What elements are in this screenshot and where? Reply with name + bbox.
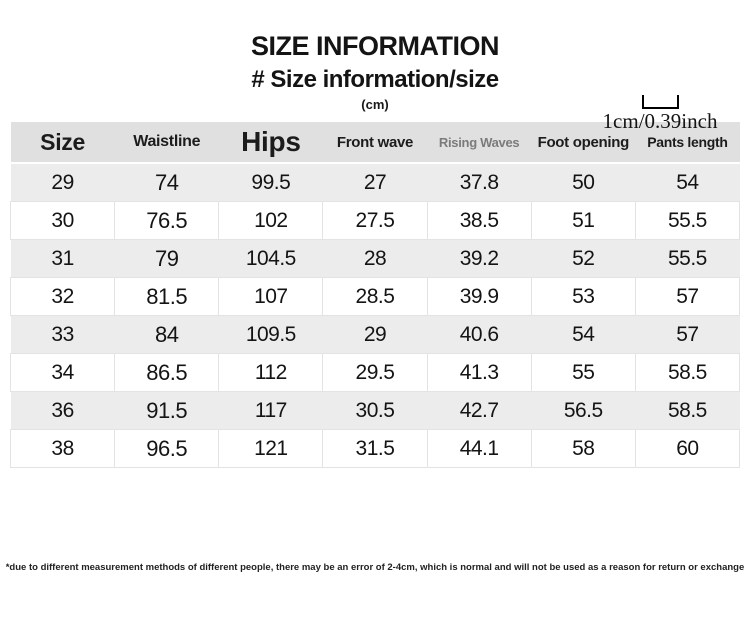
cell-foot-opening: 52	[531, 239, 636, 278]
table-row-36: 36 91.5 117 30.5 42.7 56.5 58.5	[10, 391, 740, 430]
cell-pants-length: 57	[635, 315, 740, 354]
cell-foot-opening: 58	[530, 429, 636, 468]
cell-waistline: 91.5	[114, 391, 219, 430]
cell-rising-waves: 44.1	[426, 429, 532, 468]
cell-front-wave: 29	[322, 315, 428, 354]
page-subtitle: # Size information/size	[251, 66, 499, 93]
scale-label: 1cm/0.39inch	[602, 109, 718, 133]
page-title: SIZE INFORMATION	[251, 31, 500, 61]
cell-waistline: 86.5	[114, 353, 220, 392]
size-table: Size Waistline Hips Front wave Rising Waves F…	[9, 122, 741, 468]
cell-waistline: 84	[114, 315, 219, 354]
table-row-33: 33 84 109.5 29 40.6 54 57	[10, 315, 740, 354]
cell-pants-length: 58.5	[635, 391, 740, 430]
cell-size: 36	[10, 391, 115, 430]
footnote: *due to different measurement methods of…	[5, 562, 745, 573]
cell-front-wave: 27	[322, 163, 428, 202]
cell-rising-waves: 39.9	[426, 277, 532, 316]
cell-rising-waves: 38.5	[426, 201, 532, 240]
cell-pants-length: 55.5	[635, 239, 740, 278]
cell-pants-length: 54	[635, 163, 740, 202]
cell-front-wave: 30.5	[322, 391, 428, 430]
cell-hips: 121	[218, 429, 324, 468]
cell-front-wave: 29.5	[322, 353, 428, 392]
cell-foot-opening: 53	[530, 277, 636, 316]
cell-front-wave: 28.5	[322, 277, 428, 316]
table-row-38: 38 96.5 121 31.5 44.1 58 60	[9, 429, 741, 468]
table-row-34: 34 86.5 112 29.5 41.3 55 58.5	[9, 353, 741, 392]
measure-bracket-icon	[641, 95, 679, 109]
cell-pants-length: 57	[634, 277, 741, 316]
column-header-pants-length: Pants length	[635, 122, 740, 163]
cell-rising-waves: 41.3	[426, 353, 532, 392]
cell-front-wave: 28	[322, 239, 428, 278]
cell-hips: 112	[218, 353, 324, 392]
cell-waistline: 96.5	[114, 429, 220, 468]
cell-pants-length: 55.5	[634, 201, 741, 240]
cell-foot-opening: 56.5	[531, 391, 636, 430]
cell-pants-length: 60	[634, 429, 741, 468]
column-header-waistline: Waistline	[114, 122, 219, 163]
cell-size: 32	[9, 277, 116, 316]
unit-note: (cm)	[361, 97, 389, 112]
cell-waistline: 81.5	[114, 277, 220, 316]
cell-hips: 104.5	[218, 239, 323, 278]
cell-hips: 102	[218, 201, 324, 240]
cell-front-wave: 27.5	[322, 201, 428, 240]
size-table-header-row: Size Waistline Hips Front wave Rising Waves F…	[10, 122, 740, 163]
cell-rising-waves: 37.8	[427, 163, 532, 202]
cell-foot-opening: 51	[530, 201, 636, 240]
cell-size: 30	[9, 201, 116, 240]
column-header-front-wave: Front wave	[322, 122, 428, 163]
column-header-size: Size	[10, 122, 115, 163]
column-header-hips: Hips	[218, 122, 323, 163]
cell-size: 33	[10, 315, 115, 354]
cell-front-wave: 31.5	[322, 429, 428, 468]
cell-hips: 99.5	[218, 163, 323, 202]
cell-size: 29	[10, 163, 115, 202]
cell-foot-opening: 50	[531, 163, 636, 202]
cell-foot-opening: 54	[531, 315, 636, 354]
cell-hips: 117	[218, 391, 323, 430]
size-table-body: 29 74 99.5 27 37.8 50 54 30 76.5 102 27.5 38.5 51 55.…	[9, 163, 741, 468]
cell-rising-waves: 40.6	[427, 315, 532, 354]
table-row-29: 29 74 99.5 27 37.8 50 54	[10, 163, 740, 202]
cell-size: 34	[9, 353, 116, 392]
cell-rising-waves: 39.2	[427, 239, 532, 278]
column-header-foot-opening: Foot opening	[531, 122, 636, 163]
column-header-rising-waves: Rising Waves	[427, 122, 532, 163]
scale-legend: 1cm/0.39inch	[590, 95, 730, 133]
cell-hips: 107	[218, 277, 324, 316]
cell-hips: 109.5	[218, 315, 323, 354]
cell-waistline: 76.5	[114, 201, 220, 240]
size-information-page: SIZE INFORMATION # Size information/size…	[0, 31, 750, 574]
cell-rising-waves: 42.7	[427, 391, 532, 430]
cell-waistline: 79	[114, 239, 219, 278]
table-row-31: 31 79 104.5 28 39.2 52 55.5	[10, 239, 740, 278]
cell-waistline: 74	[114, 163, 219, 202]
cell-foot-opening: 55	[530, 353, 636, 392]
table-row-30: 30 76.5 102 27.5 38.5 51 55.5	[9, 201, 741, 240]
cell-size: 31	[10, 239, 115, 278]
cell-pants-length: 58.5	[634, 353, 741, 392]
cell-size: 38	[9, 429, 116, 468]
table-row-32: 32 81.5 107 28.5 39.9 53 57	[9, 277, 741, 316]
